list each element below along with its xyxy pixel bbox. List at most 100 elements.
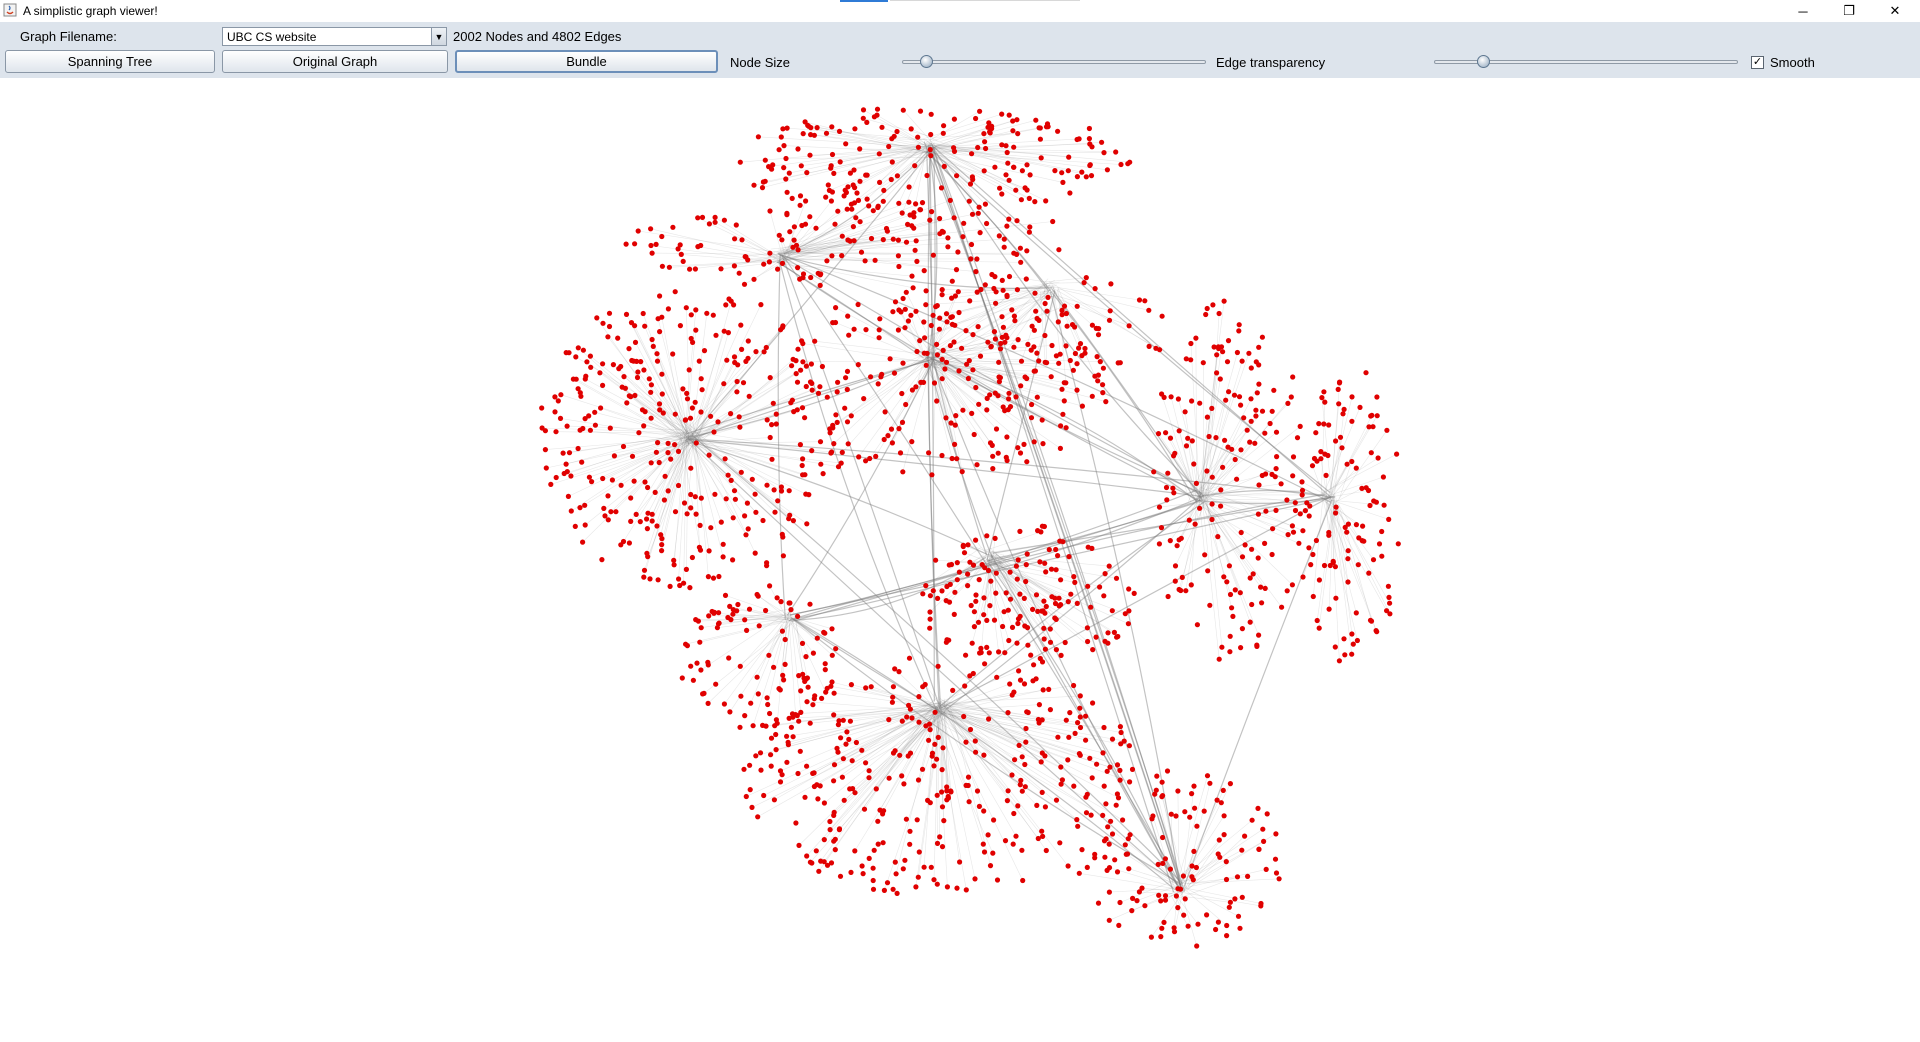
graph-node[interactable] [642,479,647,484]
graph-node[interactable] [1006,407,1011,412]
graph-node[interactable] [1224,859,1229,864]
graph-node[interactable] [1291,454,1296,459]
graph-node[interactable] [1194,824,1199,829]
graph-node[interactable] [997,233,1002,238]
graph-node[interactable] [1176,396,1181,401]
graph-node[interactable] [1094,635,1099,640]
graph-node[interactable] [1044,848,1049,853]
graph-node[interactable] [1253,413,1258,418]
graph-node[interactable] [676,483,681,488]
graph-node[interactable] [775,267,780,272]
graph-node[interactable] [1171,453,1176,458]
graph-node[interactable] [1067,710,1072,715]
graph-node[interactable] [1240,554,1245,559]
graph-node[interactable] [928,132,933,137]
graph-node[interactable] [928,800,933,805]
graph-node[interactable] [953,413,958,418]
graph-node[interactable] [1004,224,1009,229]
graph-node[interactable] [996,374,1001,379]
graph-node[interactable] [1022,762,1027,767]
graph-node[interactable] [654,523,659,528]
graph-node[interactable] [1240,895,1245,900]
graph-node[interactable] [1142,298,1147,303]
graph-node[interactable] [589,479,594,484]
graph-node[interactable] [1044,360,1049,365]
graph-node[interactable] [972,609,977,614]
close-icon[interactable]: ✕ [1872,0,1918,22]
graph-node[interactable] [1103,571,1108,576]
graph-node[interactable] [928,727,933,732]
graph-node[interactable] [906,318,911,323]
graph-node[interactable] [1066,735,1071,740]
graph-node[interactable] [687,367,692,372]
graph-node[interactable] [823,661,828,666]
graph-node[interactable] [779,237,784,242]
graph-node[interactable] [1215,798,1220,803]
graph-node[interactable] [1039,155,1044,160]
graph-node[interactable] [588,428,593,433]
graph-node[interactable] [1126,621,1131,626]
graph-node[interactable] [764,563,769,568]
graph-node[interactable] [1060,180,1065,185]
graph-node[interactable] [768,375,773,380]
graph-node[interactable] [1011,811,1016,816]
graph-node[interactable] [986,716,991,721]
graph-node[interactable] [1105,641,1110,646]
graph-node[interactable] [605,493,610,498]
graph-node[interactable] [968,256,973,261]
graph-node[interactable] [1222,299,1227,304]
graph-node[interactable] [621,539,626,544]
graph-node[interactable] [1290,473,1295,478]
graph-node[interactable] [554,475,559,480]
graph-node[interactable] [786,740,791,745]
graph-node[interactable] [1008,597,1013,602]
graph-node[interactable] [1003,333,1008,338]
graph-node[interactable] [1360,524,1365,529]
graph-node[interactable] [843,375,848,380]
graph-node[interactable] [877,808,882,813]
graph-node[interactable] [688,664,693,669]
graph-node[interactable] [1379,554,1384,559]
graph-node[interactable] [1156,431,1161,436]
graph-node[interactable] [755,814,760,819]
graph-node[interactable] [900,210,905,215]
graph-node[interactable] [1016,668,1021,673]
graph-node[interactable] [931,253,936,258]
graph-node[interactable] [685,643,690,648]
graph-node[interactable] [1058,446,1063,451]
graph-node[interactable] [1218,376,1223,381]
graph-node[interactable] [1256,345,1261,350]
graph-node[interactable] [969,411,974,416]
graph-node[interactable] [1101,150,1106,155]
graph-node[interactable] [1037,559,1042,564]
graph-node[interactable] [739,237,744,242]
graph-node[interactable] [931,763,936,768]
graph-node[interactable] [583,522,588,527]
graph-filename-dropdown[interactable]: UBC CS website ▼ [222,27,447,46]
graph-node[interactable] [739,347,744,352]
graph-node[interactable] [640,407,645,412]
graph-node[interactable] [747,607,752,612]
graph-node[interactable] [1195,622,1200,627]
graph-node[interactable] [716,574,721,579]
graph-node[interactable] [910,387,915,392]
graph-node[interactable] [608,426,613,431]
graph-node[interactable] [680,675,685,680]
graph-node[interactable] [846,737,851,742]
graph-node[interactable] [943,415,948,420]
graph-node[interactable] [890,700,895,705]
graph-node[interactable] [940,287,945,292]
graph-node[interactable] [619,483,624,488]
graph-node[interactable] [1006,638,1011,643]
graph-node[interactable] [1214,370,1219,375]
graph-node[interactable] [987,129,992,134]
graph-node[interactable] [1386,517,1391,522]
graph-node[interactable] [744,794,749,799]
graph-node[interactable] [995,877,1000,882]
graph-node[interactable] [1084,174,1089,179]
graph-node[interactable] [886,717,891,722]
graph-node[interactable] [1186,924,1191,929]
graph-node[interactable] [1342,407,1347,412]
graph-node[interactable] [871,866,876,871]
graph-node[interactable] [558,416,563,421]
